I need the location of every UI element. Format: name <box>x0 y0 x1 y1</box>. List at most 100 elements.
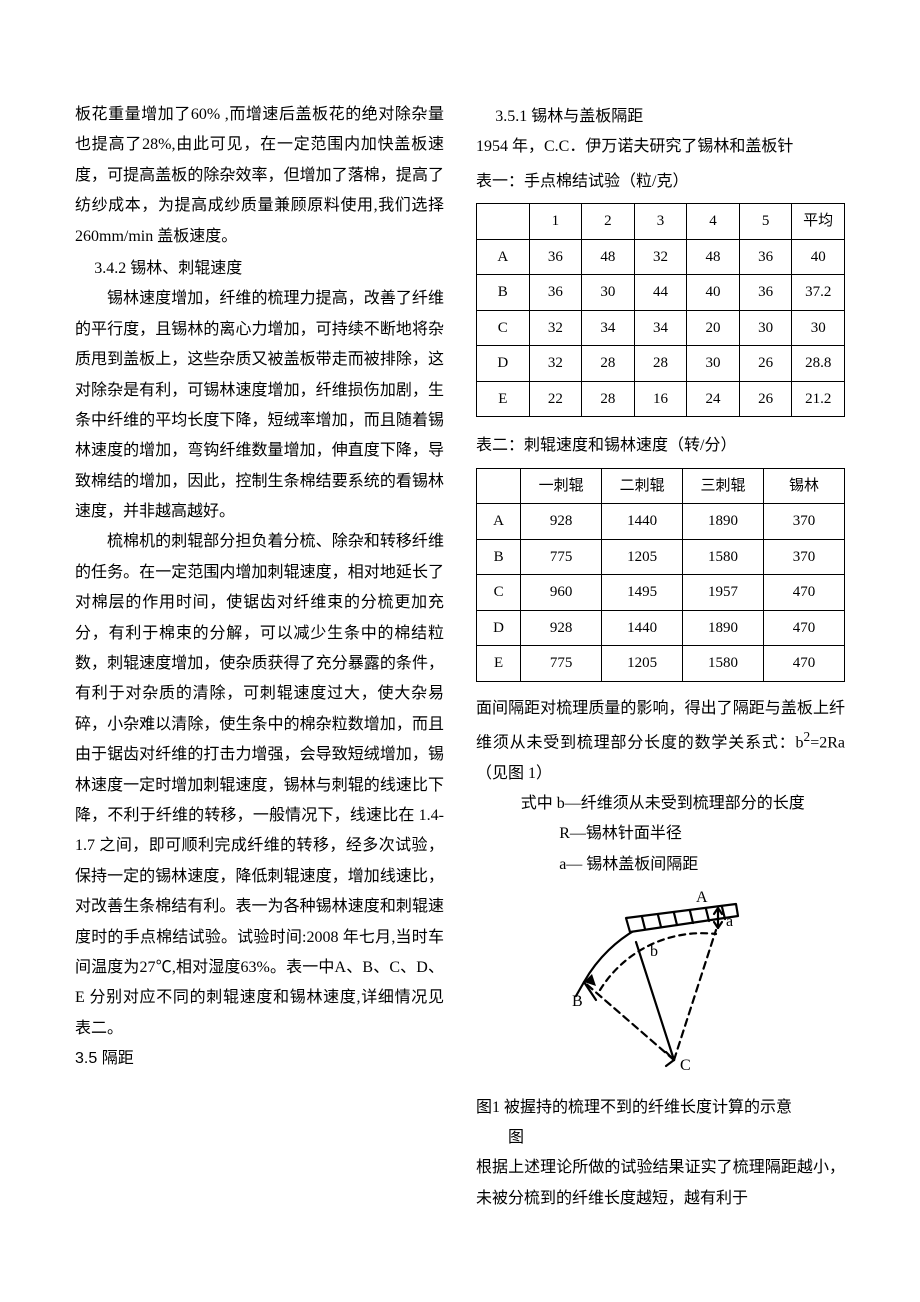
table-cell: 26 <box>739 346 792 382</box>
definition-a: a— 锡林盖板间隔距 <box>476 850 845 880</box>
table-row: B 36 30 44 40 36 37.2 <box>477 275 845 311</box>
table-cell: 1890 <box>683 504 764 540</box>
table-cell: 36 <box>529 239 582 275</box>
table-cell: 21.2 <box>792 381 845 417</box>
table-row: E 775 1205 1580 470 <box>477 646 845 682</box>
table-cell: 28 <box>634 346 687 382</box>
table-cell <box>477 204 530 240</box>
table-cell: 36 <box>529 275 582 311</box>
table-cell: 平均 <box>792 204 845 240</box>
table-cell: 三刺辊 <box>683 468 764 504</box>
figure-1: A B C b a <box>476 890 845 1086</box>
table-cell: 3 <box>634 204 687 240</box>
caption-line: 图1 被握持的梳理不到的纤维长度计算的示意 <box>476 1099 792 1116</box>
caption-line: 图 <box>476 1123 845 1153</box>
table-cell <box>477 468 521 504</box>
heading-3-4-2: 3.4.2 锡林、刺辊速度 <box>75 254 444 284</box>
table-cell: 1440 <box>602 504 683 540</box>
table-cell: 5 <box>739 204 792 240</box>
table-row: C 960 1495 1957 470 <box>477 575 845 611</box>
table-row: A 928 1440 1890 370 <box>477 504 845 540</box>
table-2: 一刺辊 二刺辊 三刺辊 锡林 A 928 1440 1890 370 B 775… <box>476 468 845 682</box>
table-row: A 36 48 32 48 36 40 <box>477 239 845 275</box>
label-a: a <box>726 913 733 930</box>
paragraph: 根据上述理论所做的试验结果证实了梳理隔距越小，未被分梳到的纤维长度越短，越有利于 <box>476 1153 845 1214</box>
table-cell: 22 <box>529 381 582 417</box>
table-cell: 36 <box>739 275 792 311</box>
table-cell: 16 <box>634 381 687 417</box>
table-cell: 1890 <box>683 610 764 646</box>
table-row: 1 2 3 4 5 平均 <box>477 204 845 240</box>
table-cell: C <box>477 310 530 346</box>
figure1-caption: 图1 被握持的梳理不到的纤维长度计算的示意 图 <box>476 1093 845 1154</box>
table-cell: 28.8 <box>792 346 845 382</box>
table-cell: 1580 <box>683 646 764 682</box>
table-row: C 32 34 34 20 30 30 <box>477 310 845 346</box>
table-cell: 44 <box>634 275 687 311</box>
right-column: 3.5.1 锡林与盖板隔距 1954 年，C.C．伊万诺夫研究了锡林和盖板针 表… <box>476 100 845 1214</box>
table-cell: 20 <box>687 310 740 346</box>
table-cell: 36 <box>739 239 792 275</box>
table-cell: D <box>477 346 530 382</box>
left-column: 板花重量增加了60% ,而增速后盖板花的绝对除杂量也提高了28%,由此可见，在一… <box>75 100 444 1214</box>
label-A: A <box>696 890 708 906</box>
table-cell: 26 <box>739 381 792 417</box>
table-cell: 1205 <box>602 646 683 682</box>
table-cell: 30 <box>687 346 740 382</box>
table-cell: 34 <box>582 310 635 346</box>
table-cell: 24 <box>687 381 740 417</box>
table-row: 一刺辊 二刺辊 三刺辊 锡林 <box>477 468 845 504</box>
table-cell: 928 <box>521 610 602 646</box>
diagram-icon: A B C b a <box>566 890 756 1075</box>
table-cell: 30 <box>792 310 845 346</box>
table-cell: 锡林 <box>764 468 845 504</box>
table-cell: A <box>477 504 521 540</box>
paragraph-formula: 面间隔距对梳理质量的影响，得出了隔距与盖板上纤维须从未受到梳理部分长度的数学关系… <box>476 694 845 790</box>
table-cell: 775 <box>521 539 602 575</box>
table-cell: E <box>477 646 521 682</box>
table-cell: 二刺辊 <box>602 468 683 504</box>
table-cell: B <box>477 539 521 575</box>
table-row: D 32 28 28 30 26 28.8 <box>477 346 845 382</box>
definition-b: 式中 b—纤维须从未受到梳理部分的长度 <box>476 789 845 819</box>
table-cell: 1205 <box>602 539 683 575</box>
table-cell: 30 <box>582 275 635 311</box>
table-row: D 928 1440 1890 470 <box>477 610 845 646</box>
table-cell: 470 <box>764 646 845 682</box>
table-cell: 40 <box>687 275 740 311</box>
label-b: b <box>650 943 658 960</box>
table-cell: 37.2 <box>792 275 845 311</box>
table1-caption: 表一：手点棉结试验（粒/克） <box>476 167 845 197</box>
paragraph: 梳棉机的刺辊部分担负着分梳、除杂和转移纤维的任务。在一定范围内增加刺辊速度，相对… <box>75 527 444 1044</box>
paragraph: 板花重量增加了60% ,而增速后盖板花的绝对除杂量也提高了28%,由此可见，在一… <box>75 100 444 252</box>
table-cell: 34 <box>634 310 687 346</box>
table-cell: 32 <box>529 310 582 346</box>
table-cell: 1 <box>529 204 582 240</box>
table-cell: E <box>477 381 530 417</box>
table-cell: 775 <box>521 646 602 682</box>
table-cell: 32 <box>529 346 582 382</box>
table-cell: 32 <box>634 239 687 275</box>
table-cell: 1495 <box>602 575 683 611</box>
table-cell: 2 <box>582 204 635 240</box>
table-cell: 370 <box>764 504 845 540</box>
heading-3-5: 3.5 隔距 <box>75 1044 444 1074</box>
table-cell: 1957 <box>683 575 764 611</box>
table-cell: 4 <box>687 204 740 240</box>
table-cell: 470 <box>764 575 845 611</box>
table-cell: 40 <box>792 239 845 275</box>
label-B: B <box>572 993 583 1010</box>
table-row: E 22 28 16 24 26 21.2 <box>477 381 845 417</box>
table-cell: 一刺辊 <box>521 468 602 504</box>
table-cell: 48 <box>687 239 740 275</box>
heading-3-5-1: 3.5.1 锡林与盖板隔距 <box>476 102 845 132</box>
table-cell: 1440 <box>602 610 683 646</box>
definition-R: R—锡林针面半径 <box>476 819 845 849</box>
table-1: 1 2 3 4 5 平均 A 36 48 32 48 36 40 B 36 30… <box>476 203 845 417</box>
table-cell: 960 <box>521 575 602 611</box>
table-cell: 928 <box>521 504 602 540</box>
table-cell: 470 <box>764 610 845 646</box>
label-C: C <box>680 1057 691 1074</box>
table-cell: B <box>477 275 530 311</box>
table-cell: 28 <box>582 381 635 417</box>
